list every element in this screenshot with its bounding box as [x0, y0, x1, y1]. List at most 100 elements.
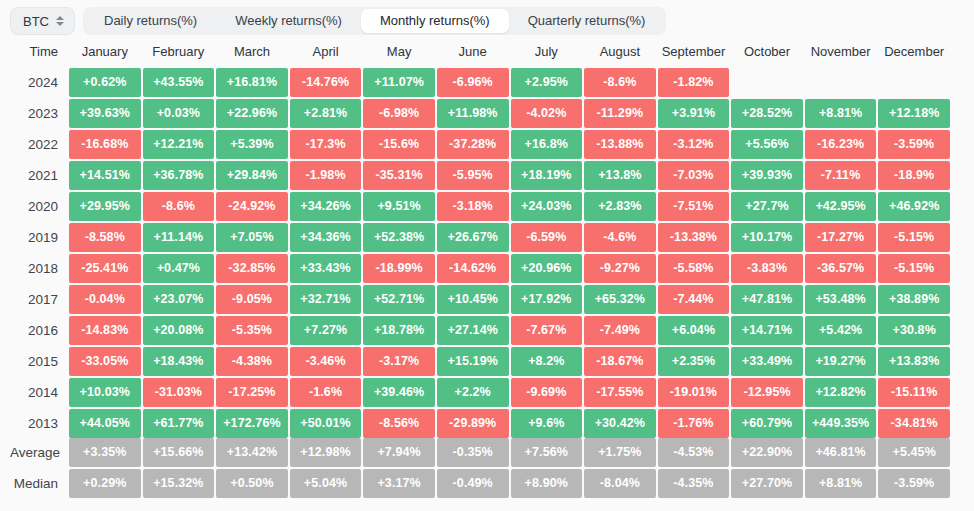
cell-average-july: +7.56%: [511, 438, 583, 467]
cell-median-june: -0.49%: [437, 469, 509, 498]
cell-average-december: +5.45%: [878, 438, 950, 467]
cell-2017-january: -0.04%: [69, 285, 141, 314]
cell-2016-june: +27.14%: [437, 316, 509, 345]
cell-2021-october: +39.93%: [731, 161, 803, 190]
column-header-april: April: [290, 40, 362, 64]
returns-table-stats: Average+3.35%+15.66%+13.42%+12.98%+7.94%…: [0, 438, 974, 498]
row-label-2015: 2015: [10, 347, 67, 376]
cell-2018-december: -5.15%: [878, 254, 950, 283]
cell-2018-january: -25.41%: [69, 254, 141, 283]
cell-2013-september: -1.76%: [658, 409, 730, 438]
column-header-july: July: [511, 40, 583, 64]
cell-2021-february: +36.78%: [143, 161, 215, 190]
cell-2020-june: -3.18%: [437, 192, 509, 221]
cell-2014-august: -17.55%: [584, 378, 656, 407]
cell-2024-july: +2.95%: [511, 68, 583, 97]
row-label-2019: 2019: [10, 223, 67, 252]
cell-average-may: +7.94%: [363, 438, 435, 467]
cell-average-august: +1.75%: [584, 438, 656, 467]
cell-2022-august: -13.88%: [584, 130, 656, 159]
cell-median-april: +5.04%: [290, 469, 362, 498]
cell-2018-august: -9.27%: [584, 254, 656, 283]
cell-2016-september: +6.04%: [658, 316, 730, 345]
column-header-october: October: [731, 40, 803, 64]
cell-median-january: +0.29%: [69, 469, 141, 498]
cell-2016-july: -7.67%: [511, 316, 583, 345]
cell-2015-april: -3.46%: [290, 347, 362, 376]
tab-quarterly-returns[interactable]: Quarterly returns(%): [509, 9, 665, 33]
returns-period-tabs: Daily returns(%)Weekly returns(%)Monthly…: [83, 7, 666, 35]
cell-2016-august: -7.49%: [584, 316, 656, 345]
cell-2017-may: +52.71%: [363, 285, 435, 314]
cell-2014-july: -9.69%: [511, 378, 583, 407]
tab-weekly-returns[interactable]: Weekly returns(%): [216, 9, 361, 33]
cell-2021-may: -35.31%: [363, 161, 435, 190]
cell-2018-march: -32.85%: [216, 254, 288, 283]
cell-2019-january: -8.58%: [69, 223, 141, 252]
cell-median-august: -8.04%: [584, 469, 656, 498]
returns-table: TimeJanuaryFebruaryMarchAprilMayJuneJuly…: [0, 40, 974, 438]
cell-2023-august: -11.29%: [584, 99, 656, 128]
cell-2024-november-empty: [805, 68, 877, 97]
cell-2014-september: -19.01%: [658, 378, 730, 407]
cell-2019-july: -6.59%: [511, 223, 583, 252]
cell-2019-may: +52.38%: [363, 223, 435, 252]
cell-2023-march: +22.96%: [216, 99, 288, 128]
cell-2021-july: +18.19%: [511, 161, 583, 190]
cell-2024-april: -14.76%: [290, 68, 362, 97]
cell-2013-november: +449.35%: [805, 409, 877, 438]
tab-daily-returns[interactable]: Daily returns(%): [85, 9, 216, 33]
cell-average-june: -0.35%: [437, 438, 509, 467]
cell-2019-february: +11.14%: [143, 223, 215, 252]
cell-2021-april: -1.98%: [290, 161, 362, 190]
cell-2016-december: +30.8%: [878, 316, 950, 345]
cell-2014-june: +2.2%: [437, 378, 509, 407]
cell-2018-september: -5.58%: [658, 254, 730, 283]
cell-2013-august: +30.42%: [584, 409, 656, 438]
column-header-march: March: [216, 40, 288, 64]
cell-2018-may: -18.99%: [363, 254, 435, 283]
cell-2015-may: -3.17%: [363, 347, 435, 376]
cell-2014-december: -15.11%: [878, 378, 950, 407]
row-label-2016: 2016: [10, 316, 67, 345]
cell-2016-october: +14.71%: [731, 316, 803, 345]
cell-2021-november: -7.11%: [805, 161, 877, 190]
cell-2019-august: -4.6%: [584, 223, 656, 252]
cell-2020-december: +46.92%: [878, 192, 950, 221]
cell-2017-november: +53.48%: [805, 285, 877, 314]
row-label-2021: 2021: [10, 161, 67, 190]
cell-2020-october: +27.7%: [731, 192, 803, 221]
cell-2017-march: -9.05%: [216, 285, 288, 314]
cell-2022-march: +5.39%: [216, 130, 288, 159]
cell-2018-october: -3.83%: [731, 254, 803, 283]
cell-2024-august: -8.6%: [584, 68, 656, 97]
cell-2022-january: -16.68%: [69, 130, 141, 159]
cell-2019-september: -13.38%: [658, 223, 730, 252]
cell-2017-october: +47.81%: [731, 285, 803, 314]
cell-2020-april: +34.26%: [290, 192, 362, 221]
cell-2020-november: +42.95%: [805, 192, 877, 221]
cell-2023-january: +39.63%: [69, 99, 141, 128]
cell-2016-april: +7.27%: [290, 316, 362, 345]
cell-2013-february: +61.77%: [143, 409, 215, 438]
cell-2016-may: +18.78%: [363, 316, 435, 345]
tab-monthly-returns[interactable]: Monthly returns(%): [361, 9, 509, 33]
cell-2021-june: -5.95%: [437, 161, 509, 190]
cell-2016-november: +5.42%: [805, 316, 877, 345]
cell-2023-october: +28.52%: [731, 99, 803, 128]
cell-2017-july: +17.92%: [511, 285, 583, 314]
column-header-may: May: [363, 40, 435, 64]
cell-2019-december: -5.15%: [878, 223, 950, 252]
cell-2024-june: -6.96%: [437, 68, 509, 97]
cell-2019-june: +26.67%: [437, 223, 509, 252]
row-label-2014: 2014: [10, 378, 67, 407]
row-label-2024: 2024: [10, 68, 67, 97]
cell-2014-may: +39.46%: [363, 378, 435, 407]
cell-2013-october: +60.79%: [731, 409, 803, 438]
coin-selector[interactable]: BTC: [10, 7, 75, 35]
cell-2024-may: +11.07%: [363, 68, 435, 97]
cell-2014-january: +10.03%: [69, 378, 141, 407]
cell-2015-october: +33.49%: [731, 347, 803, 376]
cell-2021-august: +13.8%: [584, 161, 656, 190]
column-header-june: June: [437, 40, 509, 64]
